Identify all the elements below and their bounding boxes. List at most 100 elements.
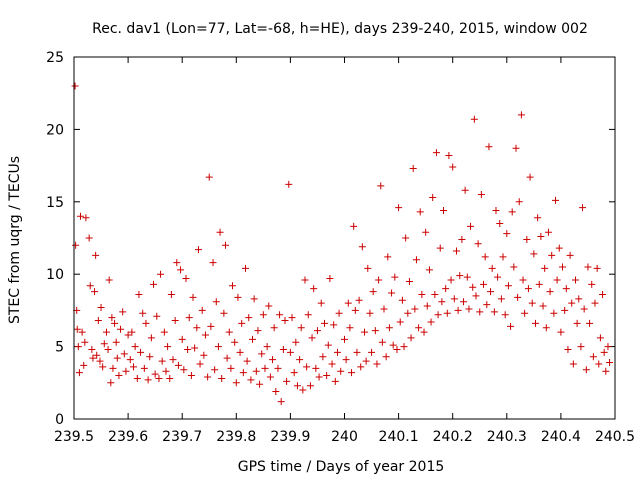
- data-point: [490, 308, 498, 316]
- data-point: [382, 353, 390, 361]
- data-point: [288, 314, 296, 322]
- data-point: [431, 290, 439, 298]
- data-point: [346, 324, 354, 332]
- data-point: [377, 182, 385, 190]
- data-point: [333, 348, 341, 356]
- data-point: [91, 288, 99, 296]
- data-point: [358, 243, 366, 251]
- data-point: [434, 311, 442, 319]
- plot-frame: [73, 56, 616, 420]
- data-point: [566, 251, 574, 259]
- data-point: [266, 373, 274, 381]
- data-point: [537, 233, 545, 241]
- data-point: [388, 289, 396, 297]
- data-point: [362, 357, 370, 365]
- data-point: [270, 324, 278, 332]
- data-point: [312, 364, 320, 372]
- data-point: [320, 319, 328, 327]
- data-point: [147, 334, 155, 342]
- data-point: [243, 357, 251, 365]
- data-point: [580, 305, 588, 313]
- x-tick-label: 239.5: [54, 429, 94, 445]
- data-point: [602, 367, 610, 375]
- data-point: [535, 280, 543, 288]
- y-tick-label: 5: [55, 340, 64, 356]
- x-tick-label: 240.1: [379, 429, 419, 445]
- data-point: [515, 198, 523, 206]
- data-point: [313, 327, 321, 335]
- x-tick-label: 239.9: [270, 429, 310, 445]
- data-point: [308, 334, 316, 342]
- data-point: [400, 343, 408, 351]
- data-point: [108, 314, 116, 322]
- data-point: [331, 377, 339, 385]
- data-point: [481, 253, 489, 261]
- data-point: [178, 335, 186, 343]
- data-point: [301, 276, 309, 284]
- data-point: [229, 282, 237, 290]
- data-point: [604, 343, 612, 351]
- data-point: [324, 341, 332, 349]
- data-point: [117, 325, 125, 333]
- data-point: [395, 204, 403, 212]
- axis-ticks: [73, 56, 616, 420]
- data-point: [126, 356, 134, 364]
- data-point: [599, 290, 607, 298]
- data-point: [409, 164, 417, 172]
- x-tick-label: 240.4: [541, 429, 581, 445]
- data-point: [544, 228, 552, 236]
- data-point: [191, 344, 199, 352]
- data-point: [562, 285, 570, 293]
- data-point: [166, 374, 174, 382]
- data-point: [120, 350, 128, 358]
- data-point: [407, 334, 415, 342]
- data-point: [497, 295, 505, 303]
- data-point: [297, 324, 305, 332]
- data-point: [189, 293, 197, 301]
- data-point: [112, 338, 120, 346]
- data-point: [507, 322, 515, 330]
- data-point: [245, 314, 253, 322]
- data-point: [402, 234, 410, 242]
- data-point: [250, 295, 258, 303]
- x-tick-label: 239.6: [108, 429, 148, 445]
- data-point: [80, 361, 88, 369]
- data-point: [344, 299, 352, 307]
- data-point: [548, 251, 556, 259]
- data-point: [380, 305, 388, 313]
- data-point: [337, 367, 345, 375]
- data-point: [470, 115, 478, 123]
- data-point: [73, 325, 81, 333]
- data-point: [593, 264, 601, 272]
- data-point: [180, 366, 188, 374]
- data-point: [528, 299, 536, 307]
- data-point: [306, 382, 314, 390]
- data-point: [286, 348, 294, 356]
- data-point: [369, 288, 377, 296]
- data-point: [398, 296, 406, 304]
- data-point: [89, 354, 97, 362]
- data-point: [551, 196, 559, 204]
- data-point: [555, 244, 563, 252]
- data-point: [385, 324, 393, 332]
- data-point: [236, 348, 244, 356]
- data-point: [252, 367, 260, 375]
- data-point: [445, 151, 453, 159]
- data-point: [194, 246, 202, 254]
- data-point: [521, 309, 529, 317]
- data-point: [299, 386, 307, 394]
- data-point: [584, 263, 592, 271]
- data-point: [449, 163, 457, 171]
- data-point: [99, 363, 107, 371]
- data-point: [102, 328, 110, 336]
- data-points: [71, 82, 614, 406]
- data-point: [92, 251, 100, 259]
- data-point: [443, 309, 451, 317]
- data-point: [184, 345, 192, 353]
- data-point: [146, 353, 154, 361]
- x-axis-label: GPS time / Days of year 2015: [238, 459, 445, 475]
- data-point: [389, 341, 397, 349]
- data-point: [256, 380, 264, 388]
- data-point: [144, 376, 152, 384]
- data-point: [589, 353, 597, 361]
